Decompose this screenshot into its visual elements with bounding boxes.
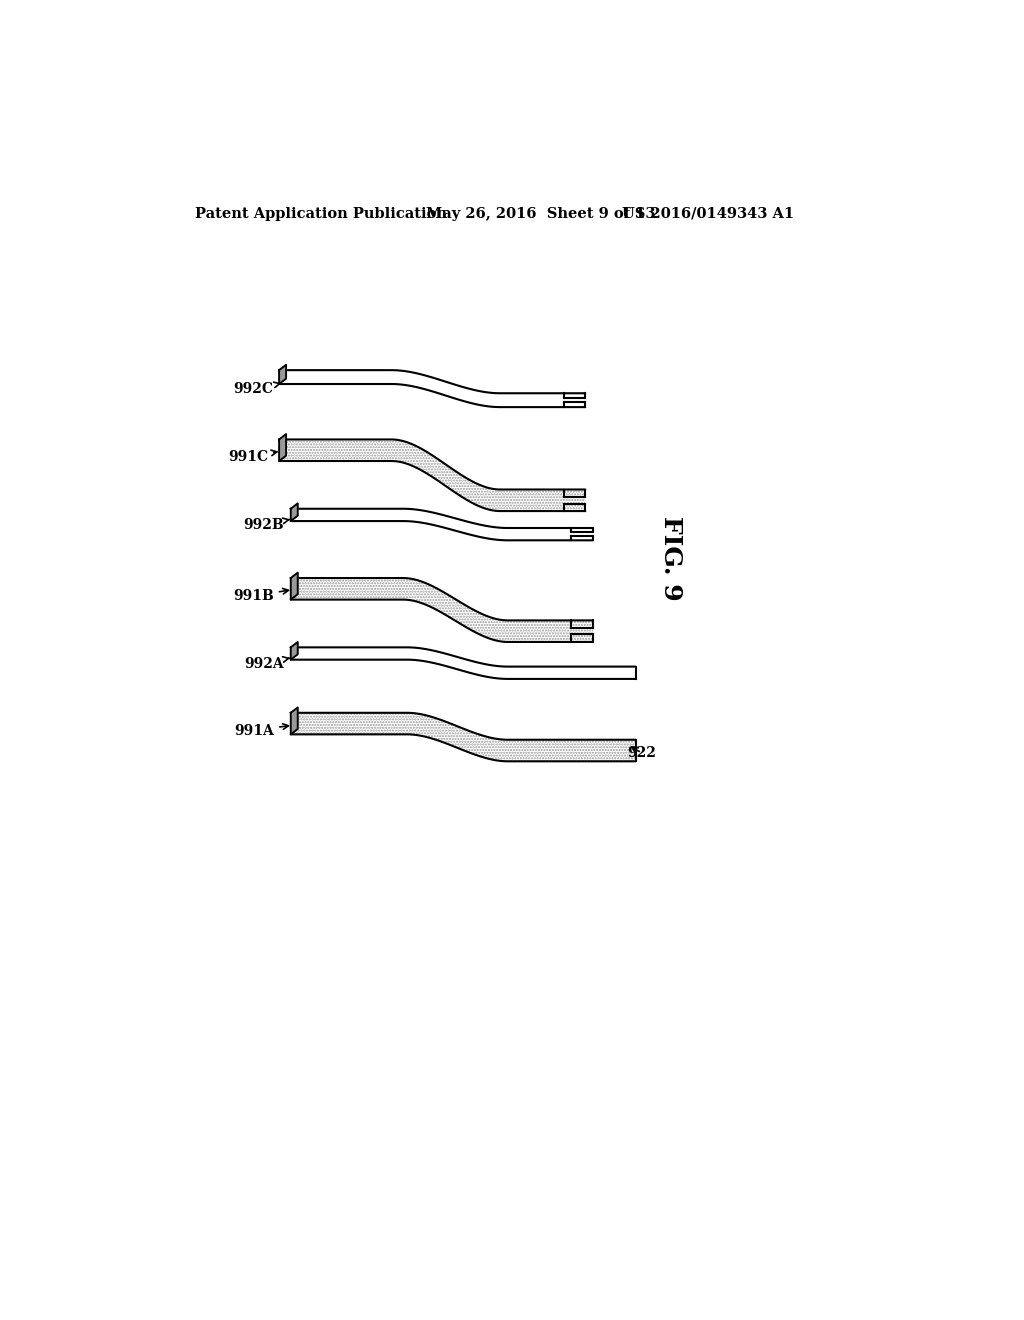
Text: 991C: 991C (228, 450, 276, 465)
Text: 991B: 991B (233, 589, 289, 603)
Text: US 2016/0149343 A1: US 2016/0149343 A1 (623, 207, 795, 220)
Text: 992A: 992A (244, 656, 289, 671)
Text: Patent Application Publication: Patent Application Publication (196, 207, 447, 220)
Text: 992B: 992B (244, 517, 290, 532)
Polygon shape (280, 370, 586, 407)
Polygon shape (280, 434, 286, 461)
Polygon shape (291, 578, 593, 642)
Polygon shape (280, 440, 586, 511)
Text: 991A: 991A (234, 723, 289, 738)
Polygon shape (291, 573, 298, 599)
Polygon shape (291, 713, 636, 762)
Polygon shape (291, 647, 636, 678)
Text: May 26, 2016  Sheet 9 of 13: May 26, 2016 Sheet 9 of 13 (426, 207, 656, 220)
Polygon shape (280, 364, 286, 384)
Polygon shape (291, 708, 298, 734)
Polygon shape (291, 508, 593, 540)
Polygon shape (291, 503, 298, 521)
Text: 922: 922 (628, 746, 656, 760)
Text: 992C: 992C (233, 381, 280, 396)
Text: FIG. 9: FIG. 9 (658, 516, 683, 601)
Polygon shape (291, 642, 298, 660)
